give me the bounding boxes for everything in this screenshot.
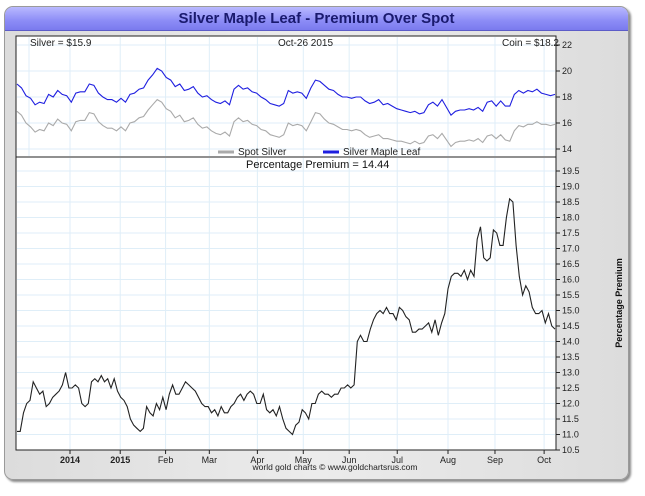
upper-y-axis: 22 20 18 16 14 (556, 40, 572, 154)
premium-line (17, 197, 556, 436)
lower-y-tick-label: 14.0 (562, 337, 580, 347)
upper-y-tick-label: 20 (562, 66, 572, 76)
lower-y-tick-label: 18.5 (562, 197, 580, 207)
lower-y-tick-label: 16.0 (562, 275, 580, 285)
lower-y-tick-label: 10.5 (562, 445, 580, 455)
lower-y-tick-label: 17.5 (562, 228, 580, 238)
silver-maple-leaf-line (16, 67, 556, 117)
upper-series (16, 67, 556, 148)
lower-y-tick-label: 12.0 (562, 399, 580, 409)
lower-y-tick-label: 12.5 (562, 383, 580, 393)
x-tick-label: 2014 (60, 455, 80, 465)
lower-y-tick-label: 14.5 (562, 321, 580, 331)
lower-y-axis: 19.5 19.0 18.5 18.0 17.5 17.0 16.5 16.0 15.5 15.0… (556, 166, 580, 455)
x-tick-label: Aug (440, 455, 456, 465)
lower-y-tick-label: 19.0 (562, 182, 580, 192)
x-tick-label: Oct (537, 455, 552, 465)
x-tick-label: May (295, 455, 313, 465)
x-tick-label: Apr (250, 455, 264, 465)
date-label: Oct-26 2015 (278, 38, 333, 49)
legend-coin-label: Silver Maple Leaf (343, 147, 420, 158)
upper-y-tick-label: 16 (562, 118, 572, 128)
spot-silver-line (16, 98, 556, 148)
lower-y-tick-label: 11.5 (562, 414, 579, 424)
lower-series (17, 197, 556, 436)
coin-price-label: Coin = $18.2 (502, 38, 559, 49)
lower-y-tick-label: 13.0 (562, 368, 580, 378)
x-tick-label: 2015 (110, 455, 130, 465)
credit-label: world gold charts © www.goldchartsrus.co… (252, 462, 418, 472)
lower-y-tick-label: 15.5 (562, 290, 580, 300)
legend: Spot Silver Silver Maple Leaf (218, 147, 420, 158)
lower-y-tick-label: 17.0 (562, 244, 580, 254)
legend-spot-label: Spot Silver (238, 147, 287, 158)
lower-y-tick-label: 16.5 (562, 259, 580, 269)
upper-gridlines (17, 37, 555, 156)
lower-plot-border (15, 156, 557, 451)
x-tick-label: Sep (487, 455, 503, 465)
y-axis-title: Percentage Premium (614, 258, 624, 348)
x-tick-label: Feb (158, 455, 174, 465)
x-tick-label: Jun (342, 455, 357, 465)
lower-plot-area (16, 157, 556, 450)
upper-y-tick-label: 22 (562, 40, 572, 50)
chart-title: Silver Maple Leaf - Premium Over Spot (178, 10, 455, 27)
lower-y-tick-label: 13.5 (562, 352, 580, 362)
premium-label: Percentage Premium = 14.44 (246, 159, 389, 171)
x-tick-label: Mar (202, 455, 218, 465)
silver-price-label: Silver = $15.9 (30, 38, 92, 49)
upper-y-tick-label: 18 (562, 92, 572, 102)
lower-y-tick-label: 19.5 (562, 166, 580, 176)
lower-y-tick-label: 18.0 (562, 213, 580, 223)
upper-y-tick-label: 14 (562, 144, 572, 154)
x-axis: 2014 2015 Feb Mar Apr May Jun Jul Aug Sep Oct (60, 450, 552, 465)
x-tick-label: Jul (391, 455, 403, 465)
title-bar: Silver Maple Leaf - Premium Over Spot (5, 7, 628, 31)
lower-y-tick-label: 15.0 (562, 306, 580, 316)
lower-y-tick-label: 11.0 (562, 430, 579, 440)
